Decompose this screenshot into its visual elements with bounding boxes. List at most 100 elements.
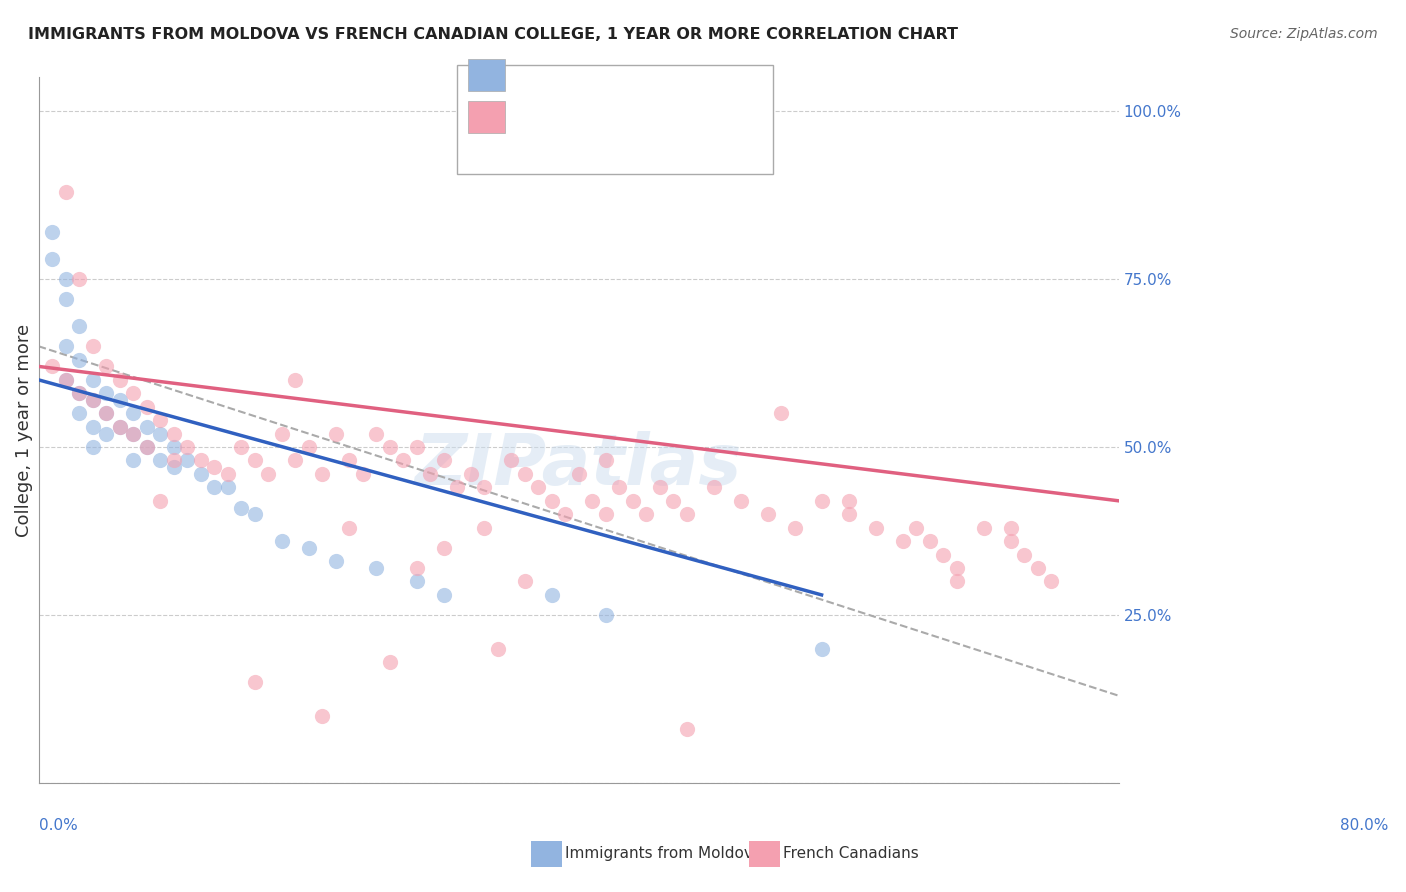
Point: [636, 508, 658, 522]
Point: [865, 521, 887, 535]
Point: [149, 413, 172, 427]
Point: [82, 339, 104, 353]
Point: [311, 709, 333, 723]
Point: [730, 493, 752, 508]
Point: [55, 272, 77, 286]
Point: [94, 386, 117, 401]
Point: [82, 373, 104, 387]
Point: [176, 440, 198, 454]
Point: [217, 467, 239, 481]
Point: [55, 292, 77, 306]
Point: [270, 534, 292, 549]
Point: [55, 339, 77, 353]
Point: [202, 480, 225, 494]
Point: [122, 453, 145, 467]
Point: [202, 460, 225, 475]
Point: [472, 521, 495, 535]
Point: [243, 453, 266, 467]
Point: [378, 440, 401, 454]
Point: [770, 407, 793, 421]
Point: [595, 508, 617, 522]
Point: [540, 493, 562, 508]
Point: [810, 493, 832, 508]
Point: [41, 225, 63, 239]
Point: [675, 508, 697, 522]
Point: [540, 588, 562, 602]
Point: [499, 453, 522, 467]
Point: [325, 426, 347, 441]
Point: [472, 480, 495, 494]
Point: [176, 453, 198, 467]
Point: [405, 440, 427, 454]
Point: [352, 467, 374, 481]
Text: IMMIGRANTS FROM MOLDOVA VS FRENCH CANADIAN COLLEGE, 1 YEAR OR MORE CORRELATION C: IMMIGRANTS FROM MOLDOVA VS FRENCH CANADI…: [28, 27, 957, 42]
Point: [337, 453, 360, 467]
Text: ZIPatlas: ZIPatlas: [415, 431, 742, 500]
Point: [135, 440, 157, 454]
Point: [229, 500, 252, 515]
Point: [217, 480, 239, 494]
Point: [284, 453, 307, 467]
Text: R = -0.306   N = 89: R = -0.306 N = 89: [510, 108, 673, 126]
Point: [486, 641, 509, 656]
Point: [581, 493, 603, 508]
Point: [392, 453, 415, 467]
Point: [364, 561, 387, 575]
Point: [41, 359, 63, 374]
Point: [838, 508, 860, 522]
Point: [432, 453, 454, 467]
Point: [945, 574, 967, 589]
Point: [621, 493, 644, 508]
Point: [162, 426, 184, 441]
Point: [122, 426, 145, 441]
Point: [648, 480, 671, 494]
Point: [1026, 561, 1049, 575]
Point: [67, 352, 90, 367]
Point: [67, 407, 90, 421]
Point: [325, 554, 347, 568]
Point: [162, 440, 184, 454]
Point: [135, 420, 157, 434]
Text: R = -0.292   N = 43: R = -0.292 N = 43: [510, 66, 673, 84]
Text: 80.0%: 80.0%: [1340, 818, 1389, 833]
Point: [838, 493, 860, 508]
Point: [595, 608, 617, 623]
Point: [446, 480, 468, 494]
Point: [82, 420, 104, 434]
Point: [190, 453, 212, 467]
Point: [297, 440, 319, 454]
Point: [270, 426, 292, 441]
Point: [108, 373, 131, 387]
Point: [162, 453, 184, 467]
Point: [662, 493, 685, 508]
Point: [1000, 534, 1022, 549]
Point: [82, 392, 104, 407]
Point: [513, 467, 536, 481]
Point: [135, 440, 157, 454]
Point: [190, 467, 212, 481]
Text: French Canadians: French Canadians: [783, 847, 920, 861]
Point: [783, 521, 806, 535]
Point: [67, 386, 90, 401]
Point: [149, 453, 172, 467]
Point: [229, 440, 252, 454]
Point: [162, 460, 184, 475]
Point: [973, 521, 995, 535]
Point: [55, 373, 77, 387]
Point: [527, 480, 550, 494]
Point: [675, 723, 697, 737]
Point: [337, 521, 360, 535]
Point: [419, 467, 441, 481]
Point: [149, 493, 172, 508]
Y-axis label: College, 1 year or more: College, 1 year or more: [15, 324, 32, 537]
Point: [243, 508, 266, 522]
Point: [284, 373, 307, 387]
Point: [905, 521, 928, 535]
Point: [55, 185, 77, 199]
Point: [94, 426, 117, 441]
Point: [82, 440, 104, 454]
Point: [122, 386, 145, 401]
Point: [122, 426, 145, 441]
Point: [297, 541, 319, 555]
Point: [607, 480, 630, 494]
